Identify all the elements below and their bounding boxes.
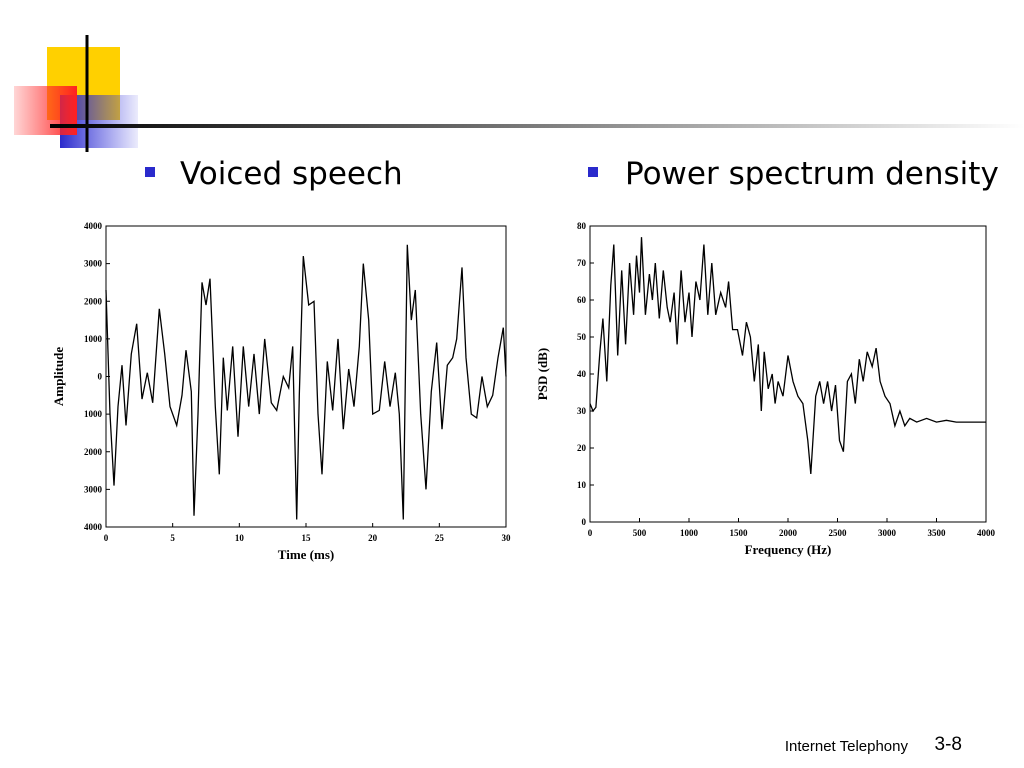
plot-frame	[589, 225, 987, 523]
page-number: 3-8	[935, 734, 962, 755]
y-tick-label: 0	[98, 372, 103, 382]
x-axis-label: Time (ms)	[278, 547, 334, 562]
x-tick-label: 5	[170, 533, 175, 543]
y-tick-label: 2000	[84, 296, 103, 306]
y-tick-label: 70	[577, 258, 587, 268]
y-tick-label: 40	[577, 369, 587, 379]
x-tick-label: 20	[368, 533, 378, 543]
signal-line	[105, 244, 507, 520]
y-tick-label: 20	[577, 443, 587, 453]
bullet-mark	[588, 167, 598, 177]
x-tick-label: 0	[588, 528, 593, 538]
x-tick-label: 1000	[680, 528, 699, 538]
y-tick-label: 4000	[84, 221, 103, 231]
x-tick-label: 30	[502, 533, 512, 543]
x-tick-label: 1500	[730, 528, 749, 538]
x-tick-label: 3000	[878, 528, 897, 538]
y-tick-label: 2000	[84, 447, 103, 457]
x-tick-label: 500	[633, 528, 647, 538]
x-tick-label: 25	[435, 533, 445, 543]
x-tick-label: 0	[104, 533, 109, 543]
y-tick-label: 80	[577, 221, 587, 231]
signal-line	[589, 237, 986, 474]
y-tick-label: 30	[577, 406, 587, 416]
x-tick-label: 2000	[779, 528, 798, 538]
x-tick-label: 15	[302, 533, 312, 543]
y-tick-label: 1000	[84, 334, 103, 344]
y-tick-label: 10	[577, 480, 587, 490]
x-tick-label: 4000	[977, 528, 996, 538]
footer-text: Internet Telephony	[785, 738, 909, 755]
x-tick-label: 10	[235, 533, 245, 543]
deco-hline	[50, 124, 1024, 128]
y-tick-label: 50	[577, 332, 587, 342]
x-tick-label: 2500	[829, 528, 848, 538]
y-tick-label: 3000	[84, 484, 103, 494]
y-tick-label: 3000	[84, 259, 103, 269]
x-axis-label: Frequency (Hz)	[745, 542, 832, 557]
bullet: Voiced speech	[180, 156, 403, 192]
bullet: Power spectrum density	[625, 156, 999, 192]
x-tick-label: 3500	[928, 528, 947, 538]
y-tick-label: 4000	[84, 522, 103, 532]
y-tick-label: 0	[582, 517, 587, 527]
y-axis-label: PSD (dB)	[535, 348, 550, 400]
y-axis-label: Amplitude	[51, 347, 66, 406]
y-tick-label: 60	[577, 295, 587, 305]
y-tick-label: 1000	[84, 409, 103, 419]
bullet-mark	[145, 167, 155, 177]
